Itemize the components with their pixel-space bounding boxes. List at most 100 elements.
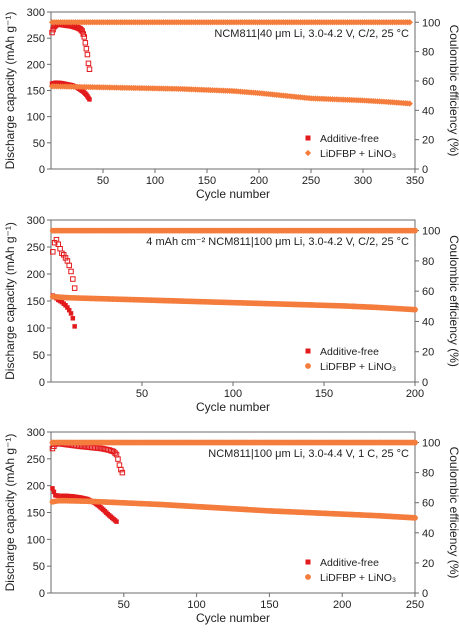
lidfbp-capacity-series [48,83,413,107]
x-axis-title: Cycle number [196,400,270,414]
y2-tick-label: 40 [422,528,434,540]
legend-label-lidfbp: LiDFBP + LiNO₃ [320,361,396,373]
data-point [112,450,118,456]
y-tick-label: 50 [33,561,45,573]
data-point [115,456,121,462]
y-tick-label: 250 [27,454,45,466]
y2-tick-label: 100 [422,438,440,450]
y-tick-label: 0 [39,377,45,389]
data-point [66,307,72,313]
legend-marker-additive-free [305,135,311,141]
legend-label-lidfbp: LiDFBP + LiNO₃ [320,572,396,584]
legend-label-additive-free: Additive-free [320,133,379,145]
legend-label-lidfbp: LiDFBP + LiNO₃ [320,148,396,160]
legend-label-additive-free: Additive-free [320,346,379,358]
condition-annotation: NCM811|100 μm Li, 3.0-4.4 V, 1 C, 25 °C [208,448,409,460]
y2-axis-title: Coulombic efficiency (%) [447,25,459,157]
x-tick-label: 250 [302,175,320,187]
data-point [80,31,86,37]
y-tick-label: 100 [27,323,45,335]
y-tick-label: 200 [27,269,45,281]
x-tick-label: 100 [187,599,205,611]
legend-marker-lidfbp [304,149,312,157]
y-tick-label: 250 [27,242,45,254]
y2-axis-title: Coulombic efficiency (%) [447,447,459,579]
data-point [66,262,72,269]
legend-marker-lidfbp [305,574,311,580]
y-axis-title: Discharge capacity (mAh g⁻¹) [3,12,17,170]
x-tick-label: 250 [406,599,424,611]
chart-panel-3: 50 100 150 200 25005010015020025030002040608… [3,427,459,625]
x-tick-label: 150 [198,175,216,187]
y2-tick-label: 0 [422,164,428,176]
y2-tick-label: 40 [422,316,434,328]
data-point [68,311,74,316]
y2-tick-label: 40 [422,105,434,117]
y-tick-label: 100 [27,112,45,124]
y-tick-label: 300 [27,215,45,227]
data-point [113,451,120,458]
y2-tick-label: 100 [422,17,440,29]
chart-panel-1: 50 100 150 200 250 300 35005010015020025030002… [3,7,459,201]
y-tick-label: 300 [27,427,45,439]
lidfbp-capacity-series [49,497,418,521]
condition-annotation: NCM811|40 μm Li, 3.0-4.2 V, C/2, 25 °C [214,28,409,40]
chart-panel-2: 50 100 150 20005010015020025030002040608010… [3,215,459,414]
x-tick-label: 350 [406,175,424,187]
x-tick-label: 200 [406,388,424,400]
data-point [412,306,418,313]
x-tick-label: 50 [118,599,130,611]
y-tick-label: 150 [27,86,45,98]
x-tick-label: 100 [224,388,242,400]
y-axis-title: Discharge capacity (mAh g⁻¹) [3,434,17,592]
y-axis-title: Discharge capacity (mAh g⁻¹) [3,222,17,380]
y2-tick-label: 20 [422,347,434,359]
y2-tick-label: 80 [422,47,434,59]
data-point [70,316,76,321]
data-point [87,97,92,102]
data-point [68,268,74,275]
data-point [118,466,124,473]
x-axis-title: Cycle number [196,611,270,625]
data-point [116,462,123,468]
lidfbp-efficiency-series [49,227,418,234]
data-point [406,100,413,107]
y-tick-label: 200 [27,481,45,493]
y-tick-label: 200 [27,59,45,71]
x-tick-label: 50 [136,388,148,400]
data-point [110,448,117,455]
legend: Additive-free LiDFBP + LiNO₃ [304,133,396,160]
data-point [83,45,90,52]
additive-free-efficiency-series [49,440,126,476]
y2-tick-label: 0 [422,377,428,389]
data-point [71,285,78,291]
data-point [412,439,418,446]
y2-tick-label: 100 [422,226,440,238]
y2-tick-label: 20 [422,558,434,570]
data-point [114,519,119,524]
data-point [119,469,126,476]
data-point [85,60,92,67]
additive-free-efficiency-series [49,20,93,72]
legend: Additive-free LiDFBP + LiNO₃ [305,557,396,584]
y-tick-label: 0 [39,588,45,600]
y2-tick-label: 60 [422,286,434,298]
y-tick-label: 150 [27,296,45,308]
legend-marker-lidfbp [305,363,311,369]
y-tick-label: 150 [27,508,45,520]
data-point [49,29,55,36]
y-tick-label: 50 [33,138,45,150]
y-tick-label: 0 [39,164,45,176]
x-tick-label: 200 [333,599,351,611]
x-tick-label: 300 [354,175,372,187]
y-tick-label: 50 [33,350,45,362]
data-point [86,66,93,72]
data-point [412,514,418,521]
x-tick-label: 150 [315,388,333,400]
data-point [50,249,56,255]
data-point [70,276,76,282]
data-point [72,324,77,329]
x-tick-label: 100 [146,175,164,187]
additive-free-efficiency-series [50,236,78,291]
lidfbp-capacity-series [49,293,418,313]
